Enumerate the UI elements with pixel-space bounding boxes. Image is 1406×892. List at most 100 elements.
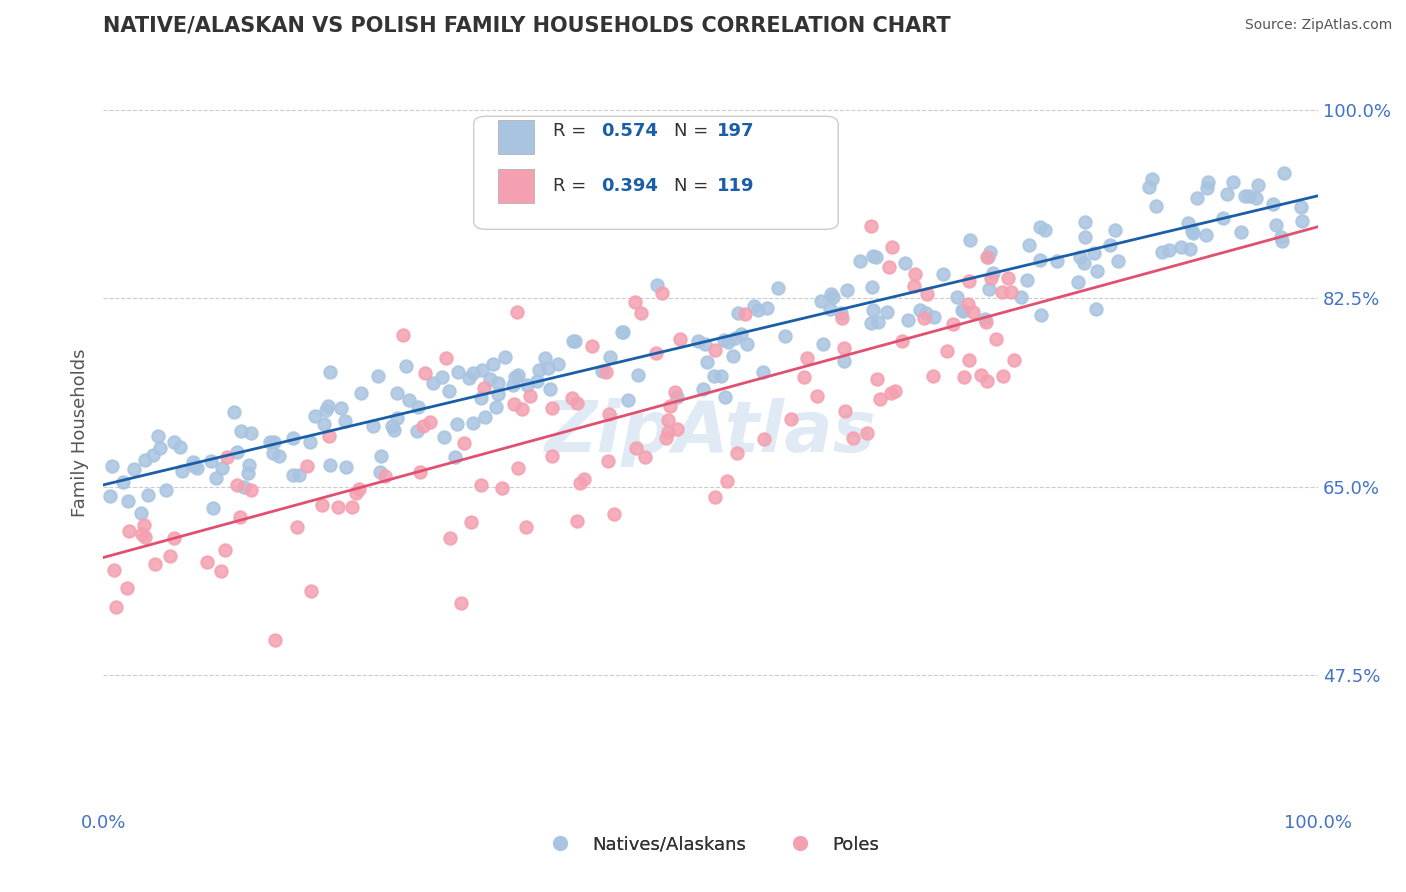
Point (461, 416, 484, 430)
Point (730, 326, 752, 341)
Point (1271, 235, 1294, 249)
Point (446, 417, 468, 432)
Text: 119: 119 (717, 177, 754, 194)
Point (849, 254, 872, 268)
Point (471, 363, 494, 377)
Point (835, 283, 858, 297)
Point (491, 482, 513, 496)
Point (1180, 242, 1202, 256)
Point (564, 334, 586, 348)
Point (860, 279, 883, 293)
Point (1144, 199, 1167, 213)
Point (866, 372, 889, 386)
Point (1104, 223, 1126, 237)
Text: ZipAtlas: ZipAtlas (544, 398, 876, 467)
Point (692, 382, 714, 396)
Point (915, 306, 938, 320)
Point (877, 260, 900, 275)
Point (1085, 264, 1108, 278)
Point (1215, 186, 1237, 201)
Point (811, 337, 834, 351)
Point (651, 285, 673, 300)
Point (422, 376, 444, 391)
Point (169, 440, 191, 454)
Point (991, 285, 1014, 299)
Point (131, 527, 153, 541)
Point (370, 449, 392, 463)
Point (1244, 191, 1267, 205)
Point (830, 306, 852, 320)
Point (434, 351, 457, 365)
Point (382, 423, 405, 437)
Point (627, 368, 650, 383)
Point (1046, 254, 1069, 268)
FancyBboxPatch shape (498, 120, 534, 154)
Point (1069, 250, 1091, 264)
Point (541, 401, 564, 415)
Point (796, 351, 818, 365)
Point (725, 446, 748, 460)
Point (862, 249, 884, 263)
Point (931, 268, 953, 282)
Point (831, 311, 853, 326)
Point (217, 450, 239, 464)
Point (444, 450, 467, 465)
Point (957, 274, 980, 288)
Point (976, 374, 998, 388)
Point (1000, 285, 1022, 299)
Point (908, 302, 931, 317)
Point (285, 520, 308, 534)
Point (259, 435, 281, 450)
Text: N =: N = (675, 177, 714, 194)
Point (1230, 225, 1253, 239)
Point (793, 369, 815, 384)
Point (238, 466, 260, 480)
Point (547, 357, 569, 371)
Point (959, 233, 981, 247)
Point (183, 459, 205, 474)
Point (163, 531, 186, 545)
Point (226, 478, 249, 492)
Point (979, 244, 1001, 259)
Point (368, 465, 391, 479)
Point (598, 408, 620, 422)
Point (238, 458, 260, 473)
Point (780, 411, 803, 425)
Point (1033, 223, 1056, 237)
Point (696, 355, 718, 369)
Point (506, 305, 529, 319)
Point (478, 372, 501, 386)
Point (385, 411, 408, 425)
Point (952, 304, 974, 318)
Point (232, 480, 254, 494)
Point (818, 301, 841, 316)
Point (1182, 227, 1205, 241)
Point (655, 431, 678, 445)
Point (494, 350, 516, 364)
Point (591, 364, 613, 378)
Point (406, 400, 429, 414)
Point (540, 450, 562, 464)
Point (1233, 189, 1256, 203)
Point (806, 389, 828, 403)
Point (502, 378, 524, 392)
Point (98, 489, 121, 503)
Point (299, 434, 322, 449)
Point (209, 565, 232, 579)
Y-axis label: Family Households: Family Households (72, 349, 89, 517)
Point (433, 430, 456, 444)
Point (751, 365, 773, 379)
Point (516, 378, 538, 392)
Point (418, 415, 440, 429)
Point (472, 381, 495, 395)
Point (155, 483, 177, 497)
Point (1270, 230, 1292, 244)
Point (295, 458, 318, 473)
Point (859, 219, 882, 233)
Point (263, 633, 285, 648)
Point (880, 386, 903, 401)
Point (115, 581, 138, 595)
Point (950, 302, 973, 317)
Point (891, 334, 914, 348)
Point (503, 370, 526, 384)
